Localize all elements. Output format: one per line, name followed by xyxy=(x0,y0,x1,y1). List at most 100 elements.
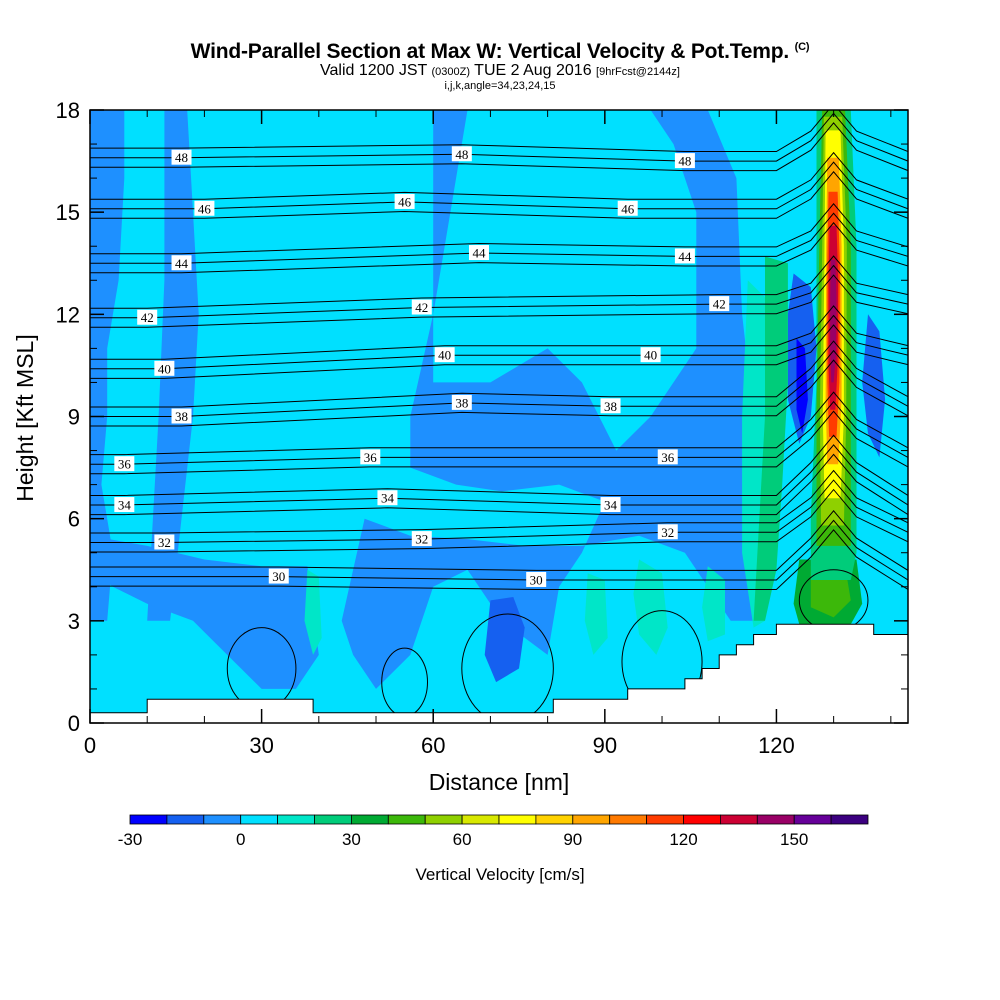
theta-contour-line xyxy=(90,529,908,590)
contour-label: 32 xyxy=(661,525,674,540)
contour-label-box xyxy=(194,200,215,216)
y-tick-label: 12 xyxy=(56,302,80,327)
contour-label: 38 xyxy=(175,409,188,424)
colorbar-swatch xyxy=(535,814,574,825)
theta-contour-line xyxy=(90,359,908,427)
theta-contour-line xyxy=(90,510,908,571)
theta-contour-line xyxy=(90,212,908,264)
contour-label: 42 xyxy=(713,297,726,312)
theta-contour-line xyxy=(90,314,908,370)
theta-contour-line xyxy=(90,469,908,534)
contour-label: 30 xyxy=(530,572,543,587)
theta-contour-line xyxy=(90,488,908,553)
y-axis-title: Height [Kft MSL] xyxy=(12,334,38,501)
theta-contour-line xyxy=(90,122,908,172)
velocity-region xyxy=(341,110,765,689)
terrain-fill xyxy=(90,623,908,723)
colorbar-swatch xyxy=(461,814,500,825)
contour-label-box xyxy=(268,568,289,584)
colorbar-tick-label: 150 xyxy=(780,830,808,849)
contour-label-box xyxy=(377,490,398,506)
colorbar-swatch xyxy=(129,814,168,825)
colorbar-swatch xyxy=(572,814,611,825)
x-tick-label: 120 xyxy=(758,733,795,758)
colorbar-swatch xyxy=(830,814,869,825)
contour-label-box xyxy=(709,296,730,312)
y-tick-label: 9 xyxy=(68,405,80,430)
contour-label-box xyxy=(114,456,135,472)
velocity-region xyxy=(796,338,808,434)
contour-label-box xyxy=(617,200,638,216)
velocity-region xyxy=(702,566,725,642)
contour-label: 34 xyxy=(381,491,395,506)
contour-label: 46 xyxy=(621,201,635,216)
velocity-region xyxy=(90,110,125,621)
contour-label: 44 xyxy=(472,246,486,261)
y-tick-label: 18 xyxy=(56,98,80,123)
contour-label-box xyxy=(657,449,678,465)
theta-contour-line xyxy=(90,161,908,210)
colorbar-title: Vertical Velocity [cm/s] xyxy=(415,865,584,884)
forecast-info: [9hrFcst@2144z] xyxy=(596,66,680,78)
velocity-region xyxy=(484,597,525,683)
theta-contour-line xyxy=(90,110,908,152)
colorbar-swatch xyxy=(793,814,832,825)
contour-label: 36 xyxy=(661,450,675,465)
theta-contour-layer xyxy=(90,110,908,723)
x-tick-label: 30 xyxy=(249,733,273,758)
colorbar-swatch xyxy=(756,814,795,825)
contour-label: 36 xyxy=(364,450,378,465)
theta-contour-line xyxy=(90,171,908,219)
contour-label-box xyxy=(171,408,192,424)
colorbar-swatch xyxy=(166,814,205,825)
theta-contour-line xyxy=(90,400,908,465)
contour-label-box xyxy=(657,524,678,540)
contour-label-box xyxy=(451,146,472,162)
colorbar-swatch xyxy=(720,814,758,825)
colorbar-swatch xyxy=(240,814,278,825)
theta-contour-line xyxy=(90,479,908,543)
x-tick-label: 90 xyxy=(593,733,617,758)
contour-label-box xyxy=(171,149,192,165)
contour-label: 44 xyxy=(175,256,189,271)
contour-label-box xyxy=(394,193,415,209)
terrain-layer xyxy=(90,623,908,723)
chart-title-text: Wind-Parallel Section at Max W: Vertical… xyxy=(190,40,790,63)
theta-contour-line xyxy=(90,151,908,200)
theta-contour-line xyxy=(90,274,908,328)
theta-contour-line xyxy=(90,305,908,360)
contour-label-box xyxy=(154,360,175,376)
colorbar-tick-label: 60 xyxy=(453,830,472,849)
velocity-region xyxy=(304,569,322,655)
contour-label-box xyxy=(600,497,621,513)
colorbar-swatch xyxy=(683,814,721,825)
contour-label-box xyxy=(640,347,661,363)
theta-contour-line xyxy=(90,255,908,309)
contour-label: 48 xyxy=(678,154,691,169)
colorbar-swatch xyxy=(314,814,352,825)
contour-label-box xyxy=(674,248,695,264)
contour-label: 48 xyxy=(455,147,468,162)
contour-label-box xyxy=(674,153,695,169)
contour-label-box xyxy=(411,531,432,547)
contour-label: 34 xyxy=(604,498,618,513)
chart-subtitle: Valid 1200 JST (0300Z) TUE 2 Aug 2016 [9… xyxy=(0,63,1000,80)
colorbar-tick-label: -30 xyxy=(118,830,143,849)
contour-label: 40 xyxy=(644,348,657,363)
y-tick-label: 6 xyxy=(68,507,80,532)
theta-contour-line xyxy=(90,391,908,456)
y-tick-label: 3 xyxy=(68,609,80,634)
contour-label: 38 xyxy=(455,395,468,410)
chart-title-mark: (C) xyxy=(794,41,810,53)
contour-label: 42 xyxy=(141,310,154,325)
section-params: i,j,k,angle=34,23,24,15 xyxy=(444,80,556,92)
contour-label: 40 xyxy=(158,361,171,376)
contour-label-box xyxy=(411,299,432,315)
contour-label-layer: 48 48 48 46 46 46 44 44 44 42 42 42 40 40 40 38 38 38 36 36… xyxy=(114,146,730,587)
x-axis-title: Distance [nm] xyxy=(429,769,570,795)
y-tick-label: 15 xyxy=(56,200,80,225)
contour-label: 32 xyxy=(415,532,428,547)
colorbar-swatch xyxy=(646,814,684,825)
contour-label-box xyxy=(154,534,175,550)
